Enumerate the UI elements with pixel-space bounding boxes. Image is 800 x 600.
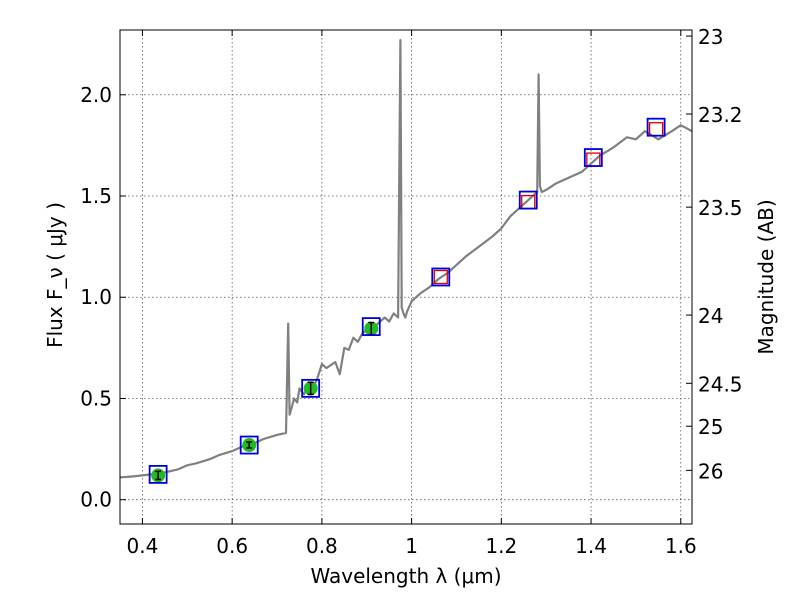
model-point	[646, 117, 666, 137]
x-tick-label: 0.4	[127, 534, 159, 558]
spectrum-line	[119, 38, 693, 479]
x-tick-label: 1.2	[485, 534, 517, 558]
y2-tick-label: 23.2	[698, 103, 743, 127]
model-point	[583, 148, 603, 167]
y-tick-label: 1.0	[80, 285, 112, 309]
y-tick-label: 0.0	[80, 488, 112, 512]
model-point	[239, 435, 259, 455]
y2-axis-label: Magnitude (AB)	[754, 199, 778, 354]
y2-tick-label: 24	[698, 304, 723, 328]
y2-tick-label: 23.5	[698, 196, 743, 220]
plot-frame	[119, 29, 693, 525]
photometry-markers	[148, 117, 666, 484]
model-point	[148, 464, 168, 484]
x-tick-label: 1	[405, 534, 418, 558]
model-point	[361, 317, 381, 337]
grid-lines	[120, 30, 692, 524]
x-tick-label: 0.8	[306, 534, 338, 558]
y-tick-label: 0.5	[80, 386, 112, 410]
model-point	[301, 378, 321, 398]
x-tick-label: 1.6	[665, 534, 697, 558]
model-point	[431, 267, 451, 287]
y2-tick-label: 26	[698, 459, 723, 483]
spectrum-series	[119, 38, 693, 479]
y-tick-label: 2.0	[80, 83, 112, 107]
predicted-point	[433, 269, 448, 285]
x-tick-label: 1.4	[575, 534, 607, 558]
y2-tick-label: 23	[698, 25, 723, 49]
x-tick-label: 0.6	[216, 534, 248, 558]
x-axis-label: Wavelength λ (μm)	[310, 564, 501, 588]
model-point	[518, 190, 538, 210]
y-tick-label: 1.5	[80, 184, 112, 208]
y2-tick-label: 25	[698, 415, 723, 439]
y2-tick-label: 24.5	[698, 372, 743, 396]
axis-ticks: 0.4 0.6 0.8 1 1.2 1.4 1.6 0.0 0.5 1.0 1.5 2.0 23 23.2…	[80, 25, 742, 558]
y-axis-label: Flux F_ν ( μJy )	[43, 202, 67, 348]
